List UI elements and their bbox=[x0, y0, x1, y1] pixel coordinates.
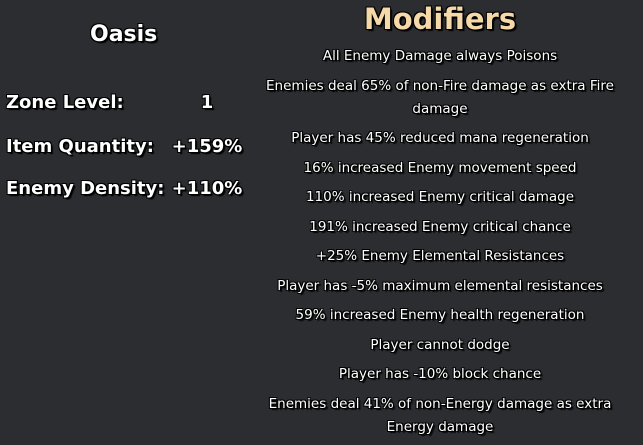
stat-label: Item Quantity: bbox=[6, 136, 154, 157]
stat-value: +110% bbox=[171, 178, 243, 199]
modifier-item: Player has 45% reduced mana regeneration bbox=[291, 130, 589, 146]
modifier-item: 16% increased Enemy movement speed bbox=[303, 159, 577, 176]
stat-item-quantity: Item Quantity: +159% bbox=[6, 136, 242, 157]
stat-value: 1 bbox=[200, 92, 214, 113]
modifier-item: Player has -5% maximum elemental resista… bbox=[277, 277, 603, 294]
modifiers-list: All Enemy Damage always Poisons Enemies … bbox=[248, 45, 632, 445]
stat-label: Zone Level: bbox=[6, 92, 124, 113]
zone-name: Oasis bbox=[90, 22, 158, 47]
modifier-item: 59% increased Enemy health regeneration bbox=[295, 307, 585, 323]
modifier-item: Enemies deal 41% of non-Energy damage as… bbox=[268, 395, 612, 435]
modifier-item: Player has -10% block chance bbox=[338, 366, 542, 382]
stat-value: +159% bbox=[171, 136, 243, 157]
modifier-item: +25% Enemy Elemental Resistances bbox=[315, 248, 565, 264]
modifier-item: Player cannot dodge bbox=[370, 336, 510, 353]
stat-enemy-density: Enemy Density: +110% bbox=[6, 178, 242, 199]
stat-zone-level: Zone Level: 1 bbox=[6, 92, 213, 113]
modifier-item: 191% increased Enemy critical chance bbox=[309, 218, 571, 235]
modifiers-title: Modifiers bbox=[363, 2, 517, 36]
modifier-item: All Enemy Damage always Poisons bbox=[322, 48, 558, 64]
stat-label: Enemy Density: bbox=[6, 178, 165, 199]
modifier-item: Enemies deal 65% of non-Fire damage as e… bbox=[266, 77, 614, 117]
modifier-item: 110% increased Enemy critical damage bbox=[305, 189, 575, 205]
